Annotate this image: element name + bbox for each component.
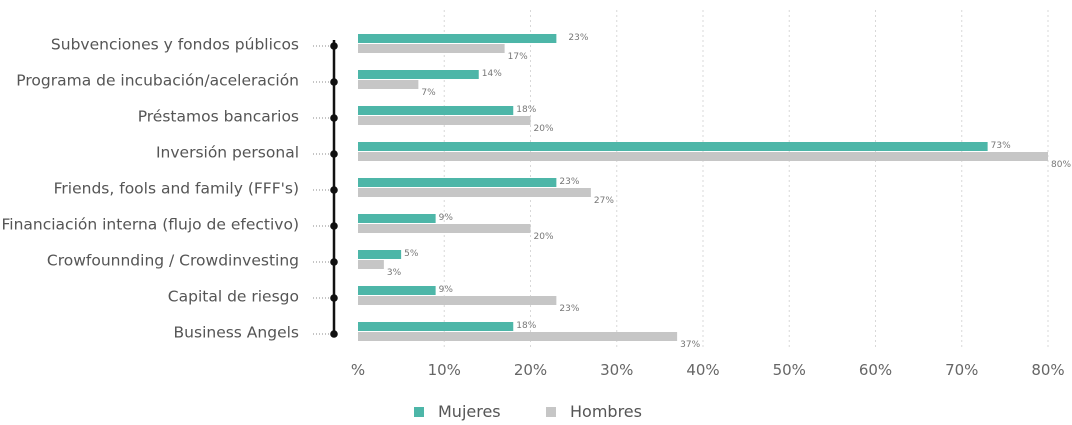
value-label: 18%	[516, 105, 536, 115]
value-label: 9%	[439, 285, 454, 295]
bar-hombres[interactable]	[358, 332, 678, 341]
value-label: 80%	[1051, 160, 1071, 170]
value-label: 27%	[594, 196, 614, 206]
x-tick-label: 80%	[1031, 361, 1064, 379]
value-label: 23%	[568, 33, 588, 43]
bars	[358, 34, 1048, 341]
bar-mujeres[interactable]	[358, 34, 557, 43]
category-marker	[330, 222, 338, 230]
value-label: 37%	[680, 340, 700, 350]
category-label: Capital de riesgo	[168, 288, 299, 306]
bar-mujeres[interactable]	[358, 142, 988, 151]
category-marker	[330, 150, 338, 158]
value-label: 14%	[482, 69, 502, 79]
value-label: 23%	[559, 304, 579, 314]
category-axis: Subvenciones y fondos públicos Programa d…	[1, 36, 338, 342]
category-label: Friends, fools and family (FFF's)	[54, 180, 299, 198]
category-label: Business Angels	[174, 324, 299, 342]
value-label: 20%	[534, 232, 554, 242]
category-label: Programa de incubación/aceleración	[16, 72, 299, 90]
bar-hombres[interactable]	[358, 44, 505, 53]
value-label: 17%	[508, 52, 528, 62]
grid-lines	[443, 10, 1049, 348]
bar-mujeres[interactable]	[358, 70, 479, 79]
legend-swatch-hombres[interactable]	[546, 407, 556, 417]
value-label: 73%	[991, 141, 1011, 151]
x-axis-ticks: % 10% 20% 30% 40% 50% 60% 70% 80%	[351, 361, 1065, 379]
x-tick-label: 20%	[514, 361, 547, 379]
bar-hombres[interactable]	[358, 260, 384, 269]
bar-mujeres[interactable]	[358, 106, 514, 115]
bar-mujeres[interactable]	[358, 214, 436, 223]
legend-swatch-mujeres[interactable]	[414, 407, 424, 417]
bar-mujeres[interactable]	[358, 322, 514, 331]
category-label: Préstamos bancarios	[138, 108, 299, 126]
category-label: Inversión personal	[156, 144, 299, 162]
legend-label-hombres[interactable]: Hombres	[570, 402, 642, 421]
bar-hombres[interactable]	[358, 152, 1048, 161]
value-label: 18%	[516, 321, 536, 331]
value-label: 7%	[421, 88, 436, 98]
bar-hombres[interactable]	[358, 80, 419, 89]
bar-mujeres[interactable]	[358, 286, 436, 295]
bar-hombres[interactable]	[358, 296, 557, 305]
value-labels: 23% 17% 14% 7% 18% 20% 73% 80% 23% 27% 9% 20% 5%3% 9%…	[387, 33, 1072, 350]
value-label: 23%	[559, 177, 579, 187]
category-marker	[330, 186, 338, 194]
category-label: Crowfounnding / Crowdinvesting	[47, 252, 299, 270]
x-tick-label: 40%	[686, 361, 719, 379]
x-tick-label: 50%	[773, 361, 806, 379]
category-marker	[330, 294, 338, 302]
category-marker	[330, 42, 338, 50]
value-label: 9%	[439, 213, 454, 223]
category-label: Financiación interna (flujo de efectivo)	[1, 216, 299, 234]
bar-hombres[interactable]	[358, 116, 531, 125]
x-tick-label: 70%	[945, 361, 978, 379]
x-tick-label: 60%	[859, 361, 892, 379]
value-label: 20%	[534, 124, 554, 134]
x-tick-label: 10%	[428, 361, 461, 379]
category-label: Subvenciones y fondos públicos	[51, 36, 299, 54]
legend: Mujeres Hombres	[414, 402, 642, 421]
category-marker	[330, 258, 338, 266]
category-marker	[330, 78, 338, 86]
bar-mujeres[interactable]	[358, 250, 402, 259]
value-label: 5%	[404, 249, 419, 259]
x-tick-label: 30%	[600, 361, 633, 379]
bar-mujeres[interactable]	[358, 178, 557, 187]
x-tick-label: %	[351, 361, 365, 379]
value-label: 3%	[387, 268, 402, 278]
legend-label-mujeres[interactable]: Mujeres	[438, 402, 501, 421]
bar-hombres[interactable]	[358, 224, 531, 233]
category-marker	[330, 330, 338, 338]
bar-hombres[interactable]	[358, 188, 591, 197]
category-marker	[330, 114, 338, 122]
